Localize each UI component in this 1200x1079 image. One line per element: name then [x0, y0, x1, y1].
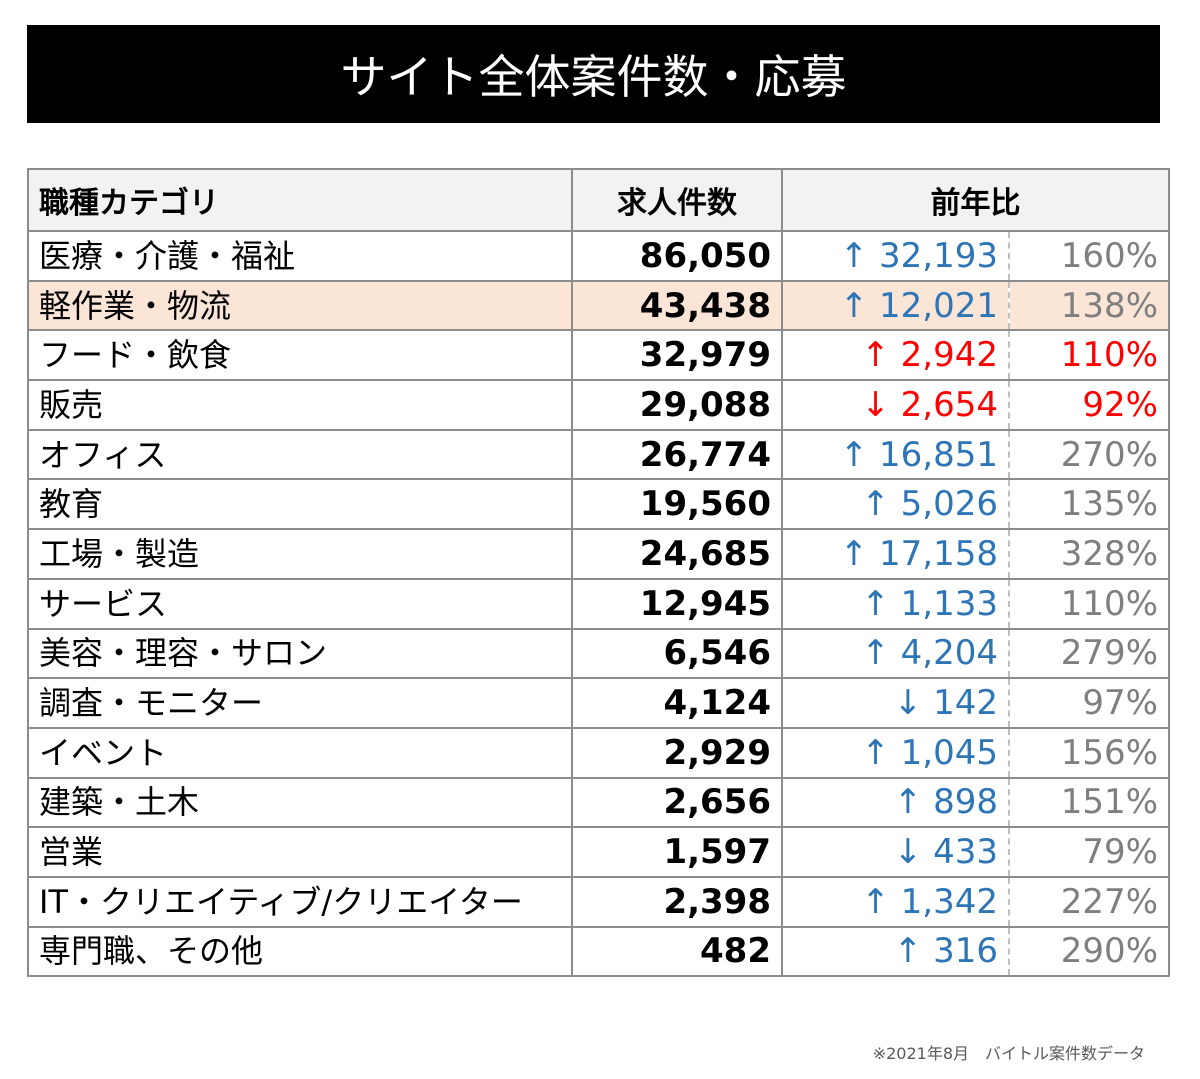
ratio-cell: 92%: [1009, 379, 1170, 431]
ratio-cell: 227%: [1009, 875, 1170, 928]
category-cell: 美容・理容・サロン: [27, 627, 573, 680]
ratio-cell: 279%: [1009, 627, 1170, 680]
table-row: オフィス 26,774 ↑ 16,851 270%: [27, 428, 1170, 481]
ratio-cell: 79%: [1009, 826, 1170, 878]
change-cell: ↑ 17,158: [781, 528, 1010, 580]
table-row: 軽作業・物流 43,438 ↑ 12,021 138%: [27, 279, 1170, 332]
ratio-cell: 156%: [1009, 726, 1170, 779]
change-cell: ↑ 2,942: [781, 329, 1010, 382]
ratio-cell: 110%: [1009, 577, 1170, 630]
ratio-cell: 328%: [1009, 528, 1170, 580]
change-cell: ↑ 1,342: [781, 875, 1010, 928]
category-cell: 専門職、その他: [27, 925, 573, 978]
change-cell: ↑ 898: [781, 776, 1010, 829]
header-row: 職種カテゴリ 求人件数 前年比: [27, 168, 1170, 232]
count-cell: 12,945: [571, 577, 783, 630]
table-row: 工場・製造 24,685 ↑ 17,158 328%: [27, 528, 1170, 580]
category-cell: 教育: [27, 478, 573, 531]
count-cell: 2,398: [571, 875, 783, 928]
count-cell: 19,560: [571, 478, 783, 531]
table-row: 医療・介護・福祉 86,050 ↑ 32,193 160%: [27, 230, 1170, 282]
change-cell: ↓ 142: [781, 677, 1010, 729]
count-cell: 26,774: [571, 428, 783, 481]
change-cell: ↑ 4,204: [781, 627, 1010, 680]
table-row: サービス 12,945 ↑ 1,133 110%: [27, 577, 1170, 630]
change-cell: ↓ 2,654: [781, 379, 1010, 431]
ratio-cell: 138%: [1009, 279, 1170, 332]
ratio-cell: 160%: [1009, 230, 1170, 282]
category-cell: 建築・土木: [27, 776, 573, 829]
category-cell: 調査・モニター: [27, 677, 573, 729]
table-row: フード・飲食 32,979 ↑ 2,942 110%: [27, 329, 1170, 382]
category-cell: 販売: [27, 379, 573, 431]
ratio-cell: 270%: [1009, 428, 1170, 481]
category-cell: IT・クリエイティブ/クリエイター: [27, 875, 573, 928]
count-cell: 2,929: [571, 726, 783, 779]
change-cell: ↑ 1,045: [781, 726, 1010, 779]
ratio-cell: 97%: [1009, 677, 1170, 729]
count-cell: 2,656: [571, 776, 783, 829]
table-row: 営業 1,597 ↓ 433 79%: [27, 826, 1170, 878]
table-row: 専門職、その他 482 ↑ 316 290%: [27, 925, 1170, 978]
category-cell: フード・飲食: [27, 329, 573, 382]
change-cell: ↑ 1,133: [781, 577, 1010, 630]
table-row: IT・クリエイティブ/クリエイター 2,398 ↑ 1,342 227%: [27, 875, 1170, 928]
category-cell: 医療・介護・福祉: [27, 230, 573, 282]
count-cell: 24,685: [571, 528, 783, 580]
change-cell: ↑ 32,193: [781, 230, 1010, 282]
column-header: 職種カテゴリ: [27, 168, 573, 232]
table-row: イベント 2,929 ↑ 1,045 156%: [27, 726, 1170, 779]
change-cell: ↑ 5,026: [781, 478, 1010, 531]
column-header: 前年比: [781, 168, 1170, 232]
category-cell: オフィス: [27, 428, 573, 481]
footer-note: ※2021年8月 バイトル案件数データ: [872, 1044, 1145, 1063]
change-cell: ↓ 433: [781, 826, 1010, 878]
change-cell: ↑ 316: [781, 925, 1010, 978]
data-table: 職種カテゴリ 求人件数 前年比 医療・介護・福祉 86,050 ↑ 32,193 16…: [27, 168, 1170, 978]
change-cell: ↑ 12,021: [781, 279, 1010, 332]
change-cell: ↑ 16,851: [781, 428, 1010, 481]
count-cell: 4,124: [571, 677, 783, 729]
category-cell: サービス: [27, 577, 573, 630]
category-cell: 営業: [27, 826, 573, 878]
count-cell: 482: [571, 925, 783, 978]
category-cell: イベント: [27, 726, 573, 779]
ratio-cell: 110%: [1009, 329, 1170, 382]
title-bar: サイト全体案件数・応募: [27, 25, 1160, 123]
ratio-cell: 151%: [1009, 776, 1170, 829]
ratio-cell: 290%: [1009, 925, 1170, 978]
count-cell: 86,050: [571, 230, 783, 282]
count-cell: 43,438: [571, 279, 783, 332]
column-header: 求人件数: [571, 168, 783, 232]
table-row: 調査・モニター 4,124 ↓ 142 97%: [27, 677, 1170, 729]
table-row: 美容・理容・サロン 6,546 ↑ 4,204 279%: [27, 627, 1170, 680]
table-row: 販売 29,088 ↓ 2,654 92%: [27, 379, 1170, 431]
count-cell: 29,088: [571, 379, 783, 431]
title: サイト全体案件数・応募: [340, 50, 847, 104]
count-cell: 6,546: [571, 627, 783, 680]
count-cell: 32,979: [571, 329, 783, 382]
ratio-cell: 135%: [1009, 478, 1170, 531]
table-row: 建築・土木 2,656 ↑ 898 151%: [27, 776, 1170, 829]
count-cell: 1,597: [571, 826, 783, 878]
table-row: 教育 19,560 ↑ 5,026 135%: [27, 478, 1170, 531]
category-cell: 軽作業・物流: [27, 279, 573, 332]
category-cell: 工場・製造: [27, 528, 573, 580]
